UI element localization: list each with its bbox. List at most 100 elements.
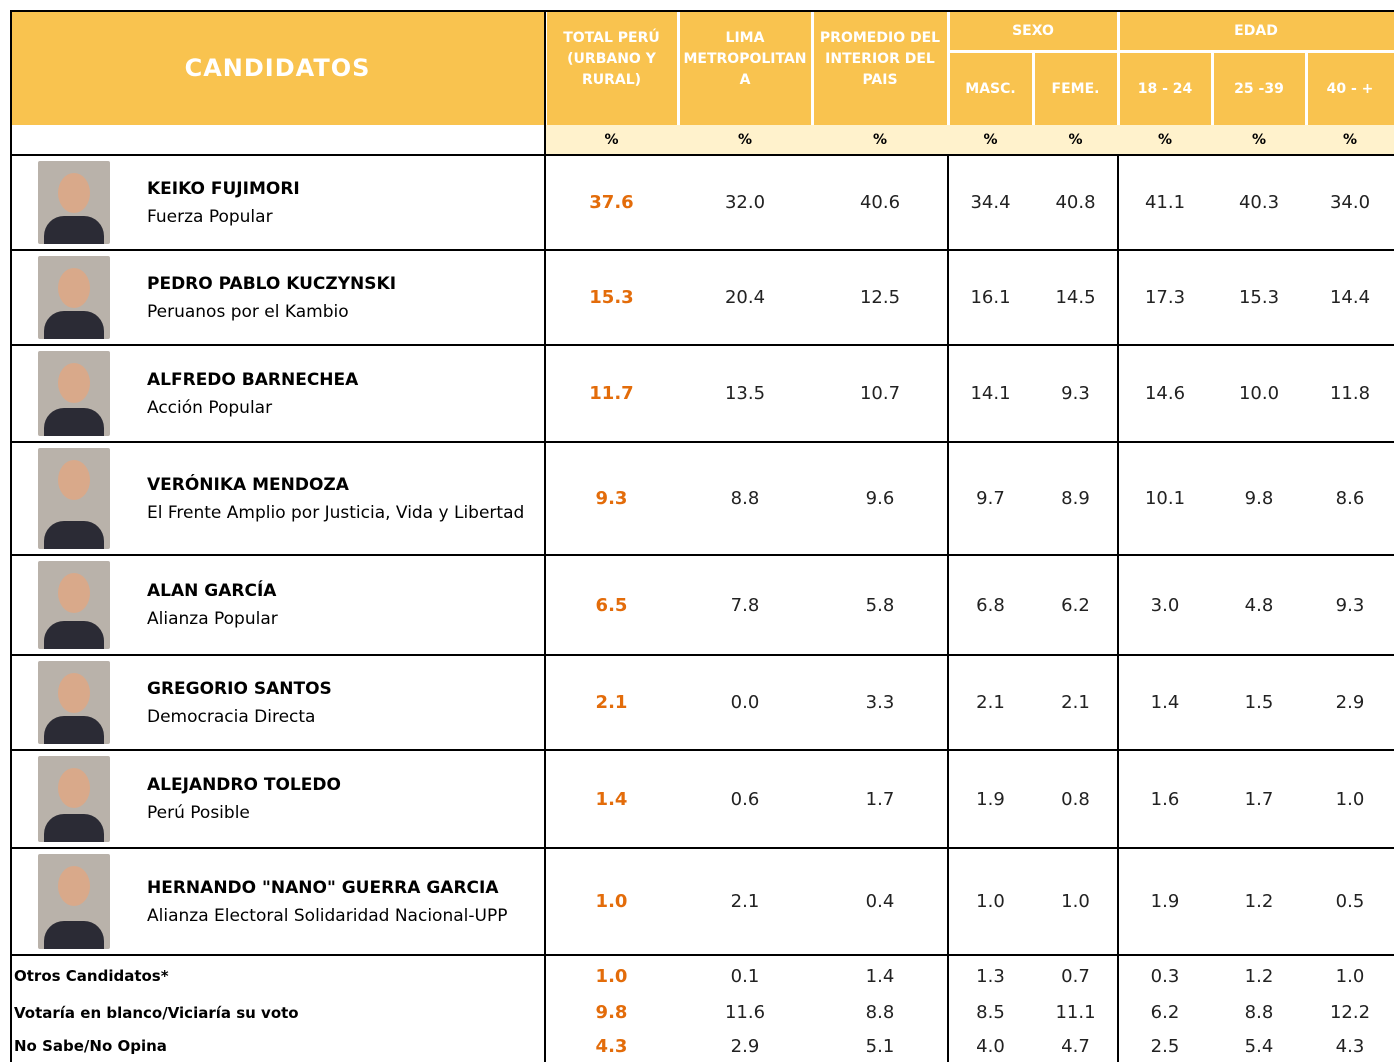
cell-value: 1.7	[865, 788, 895, 810]
photo-body	[44, 216, 104, 244]
cell-value: 15.3	[589, 287, 634, 308]
cell-value: 14.1	[970, 383, 1011, 404]
cell-value: 8.8	[1244, 1002, 1274, 1023]
unit: %	[1212, 125, 1306, 155]
cell-value: 0.1	[730, 965, 760, 987]
photo-face	[58, 460, 90, 500]
cell-value: 10.0	[1238, 383, 1280, 404]
cell-value: 11.8	[1329, 383, 1371, 404]
cell-value: 1.0	[1335, 788, 1365, 810]
group-header: SEXO	[948, 10, 1118, 52]
cell-value: 1.4	[865, 965, 895, 987]
cell-value: 2.1	[1061, 692, 1090, 713]
candidate-photo	[38, 661, 110, 744]
group-line	[1118, 50, 1394, 53]
cell-value: 40.8	[1055, 192, 1096, 213]
cell-value: 0.5	[1335, 891, 1365, 912]
photo-face	[58, 173, 90, 213]
cell-value: 9.3	[595, 488, 628, 509]
other-label: Votaría en blanco/Viciaría su voto	[14, 1003, 299, 1022]
cell-value: 8.8	[865, 1002, 895, 1023]
cell-value: 4.3	[1335, 1035, 1365, 1057]
border	[10, 154, 1394, 156]
cell-value: 9.6	[865, 488, 895, 509]
column-header: TOTAL PERÚ (URBANO Y RURAL)	[547, 28, 676, 113]
column-header: PROMEDIO DEL INTERIOR DEL PAIS	[814, 28, 946, 113]
group-header: EDAD	[1118, 10, 1394, 52]
cell-value: 2.5	[1150, 1035, 1180, 1057]
column-header: 25 -39	[1212, 53, 1306, 125]
candidate-info: ALAN GARCÍA Alianza Popular	[147, 555, 537, 655]
cell-value: 20.4	[724, 287, 766, 308]
cell-value: 1.4	[1150, 692, 1180, 713]
other-label: Otros Candidatos*	[14, 967, 169, 985]
cell-value: 10.1	[1144, 488, 1186, 509]
cell-value: 6.5	[595, 594, 628, 616]
photo-face	[58, 573, 90, 613]
candidate-name: ALAN GARCÍA	[147, 581, 277, 601]
cell-value: 5.4	[1244, 1035, 1274, 1057]
candidate-photo	[38, 351, 110, 436]
cell-value: 14.4	[1329, 287, 1371, 308]
cell-value: 1.7	[1244, 788, 1274, 810]
header-sep	[1211, 53, 1214, 125]
cell-value: 17.3	[1144, 287, 1186, 308]
cell-value: 1.6	[1150, 788, 1180, 810]
candidate-name: HERNANDO "NANO" GUERRA GARCIA	[147, 877, 499, 898]
unit: %	[1306, 125, 1394, 155]
candidate-info: ALEJANDRO TOLEDO Perú Posible	[147, 750, 537, 848]
cell-value: 37.6	[589, 192, 634, 213]
cell-value: 4.8	[1244, 594, 1274, 616]
cell-value: 1.9	[976, 788, 1005, 810]
candidate-name: GREGORIO SANTOS	[147, 678, 332, 699]
cell-value: 2.1	[595, 692, 628, 713]
cell-value: 8.5	[976, 1002, 1005, 1023]
candidate-party: Alianza Electoral Solidaridad Nacional-U…	[147, 905, 508, 926]
unit: %	[1118, 125, 1212, 155]
photo-body	[44, 521, 104, 549]
cell-value: 8.9	[1061, 488, 1090, 509]
group-line	[948, 50, 1118, 53]
candidate-party: Perú Posible	[147, 803, 250, 823]
cell-value: 4.7	[1061, 1035, 1090, 1057]
cell-value: 9.7	[976, 488, 1005, 509]
column-header: FEME.	[1033, 53, 1118, 125]
cell-value: 1.0	[595, 891, 628, 912]
cell-value: 1.0	[1061, 891, 1090, 912]
cell-value: 1.4	[595, 788, 628, 810]
cell-value: 5.8	[865, 594, 895, 616]
candidate-photo	[38, 161, 110, 244]
row-line	[10, 749, 1394, 751]
candidate-photo	[38, 448, 110, 549]
header-sep	[1032, 53, 1035, 125]
cell-value: 2.1	[976, 692, 1005, 713]
candidate-info: KEIKO FUJIMORI Fuerza Popular	[147, 155, 537, 250]
cell-value: 9.3	[1335, 594, 1365, 616]
cell-value: 10.7	[859, 383, 901, 404]
cell-value: 1.0	[1335, 965, 1365, 987]
cell-value: 12.2	[1329, 1002, 1371, 1023]
header-sep	[947, 10, 950, 125]
row-line	[10, 344, 1394, 346]
row-line	[10, 954, 1394, 956]
row-line	[10, 554, 1394, 556]
candidate-photo	[38, 561, 110, 649]
cell-value: 0.0	[730, 692, 760, 713]
photo-face	[58, 673, 90, 713]
photo-body	[44, 921, 104, 949]
cell-value: 4.3	[595, 1035, 628, 1057]
unit: %	[812, 125, 948, 155]
unit: %	[678, 125, 812, 155]
cell-value: 40.3	[1238, 192, 1280, 213]
candidate-party: Democracia Directa	[147, 706, 316, 727]
header-sep	[811, 10, 814, 125]
cell-value: 13.5	[724, 383, 766, 404]
candidate-name: VERÓNIKA MENDOZA	[147, 474, 349, 495]
row-line	[10, 441, 1394, 443]
cell-value: 2.1	[730, 891, 760, 912]
candidate-party: Alianza Popular	[147, 609, 278, 629]
cell-value: 1.0	[976, 891, 1005, 912]
cell-value: 9.3	[1061, 383, 1090, 404]
border	[544, 10, 546, 1062]
